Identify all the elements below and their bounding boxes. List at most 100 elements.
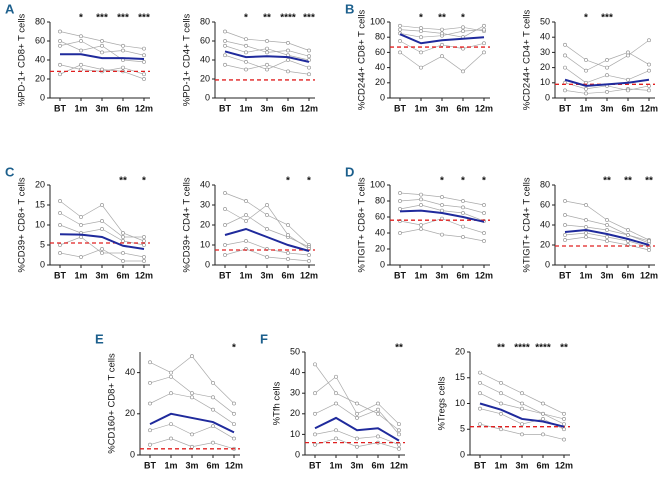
individual-point [376, 407, 380, 412]
individual-line [314, 364, 400, 431]
mean-line [59, 233, 145, 250]
individual-point [100, 50, 104, 55]
y-tick-label: 40 [125, 367, 135, 377]
y-tick-label: 40 [200, 179, 210, 189]
x-tick-label: 3m [435, 270, 448, 280]
individual-point [376, 401, 380, 406]
x-tick-label: 3m [600, 103, 613, 113]
individual-point [307, 65, 311, 70]
x-tick-label: 6m [281, 270, 294, 280]
individual-point [142, 239, 146, 243]
individual-point [563, 223, 567, 227]
individual-point [79, 255, 83, 259]
y-tick-label: 10 [540, 77, 550, 87]
individual-point [605, 58, 609, 62]
x-tick-label: 1m [74, 103, 87, 113]
y-tick-label: 40 [375, 227, 385, 237]
individual-point [440, 27, 444, 32]
individual-point [398, 27, 402, 32]
x-tick-label: BT [219, 103, 231, 113]
x-tick-label: 6m [116, 103, 129, 113]
individual-point [482, 41, 486, 46]
individual-point [499, 380, 503, 385]
individual-point [563, 65, 567, 70]
individual-point [244, 50, 248, 55]
y-tick-label: 40 [35, 54, 45, 64]
individual-point [223, 243, 227, 247]
individual-point [58, 72, 62, 77]
individual-point [265, 50, 269, 55]
significance: * [307, 176, 311, 187]
individual-point [376, 434, 380, 439]
individual-point [313, 362, 317, 367]
y-tick-label: 100 [370, 179, 385, 189]
y-axis-label: %Tfh cells [272, 381, 283, 425]
individual-point [397, 422, 401, 427]
mean-line [479, 402, 565, 428]
individual-point [461, 211, 465, 215]
y-tick-label: 80 [375, 32, 385, 42]
individual-point [397, 432, 401, 437]
y-tick-label: 60 [375, 211, 385, 221]
y-tick-label: 20 [125, 408, 135, 418]
individual-point [584, 91, 588, 96]
individual-point [169, 374, 173, 379]
individual-point [232, 422, 236, 427]
x-tick-label: BT [54, 103, 66, 113]
significance: ** [645, 176, 653, 187]
individual-point [190, 395, 194, 400]
y-tick-label: 40 [375, 62, 385, 72]
y-tick-label: 10 [455, 398, 465, 408]
mean-line [399, 33, 485, 45]
individual-point [244, 213, 248, 217]
individual-point [355, 444, 359, 449]
individual-point [334, 436, 338, 441]
individual-point [499, 391, 503, 396]
individual-point [626, 50, 630, 55]
individual-point [626, 77, 630, 82]
individual-point [223, 223, 227, 227]
x-tick-label: 12m [640, 103, 658, 113]
individual-point [58, 199, 62, 203]
individual-point [211, 395, 215, 400]
individual-point [605, 223, 609, 227]
mean-line [564, 78, 650, 87]
significance: ** [603, 176, 611, 187]
individual-point [334, 428, 338, 433]
significance: * [461, 176, 465, 187]
individual-point [58, 43, 62, 48]
y-tick-label: 0 [40, 259, 45, 269]
individual-point [286, 41, 290, 45]
individual-point [482, 23, 486, 28]
significance: ** [560, 343, 568, 354]
y-tick-label: 60 [375, 47, 385, 57]
individual-point [100, 203, 104, 207]
significance: * [79, 13, 83, 24]
individual-point [265, 203, 269, 207]
individual-point [562, 427, 566, 432]
individual-point [169, 391, 173, 396]
individual-point [58, 211, 62, 215]
y-tick-label: 20 [200, 219, 210, 229]
individual-point [58, 29, 62, 34]
individual-point [232, 401, 236, 406]
x-tick-label: 3m [515, 460, 528, 470]
x-tick-label: 3m [260, 270, 273, 280]
individual-point [419, 29, 423, 34]
significance: *** [601, 13, 613, 24]
individual-point [223, 43, 227, 48]
individual-point [376, 411, 380, 416]
y-tick-label: 15 [455, 372, 465, 382]
individual-point [605, 65, 609, 70]
y-tick-label: 0 [380, 92, 385, 102]
individual-point [541, 411, 545, 416]
individual-point [286, 223, 290, 227]
individual-point [563, 199, 567, 203]
individual-point [58, 39, 62, 43]
individual-point [398, 23, 402, 28]
significance: * [461, 13, 465, 24]
y-tick-label: 60 [540, 199, 550, 209]
y-tick-label: 50 [540, 16, 550, 26]
y-tick-label: 0 [130, 449, 135, 459]
individual-point [79, 67, 83, 72]
